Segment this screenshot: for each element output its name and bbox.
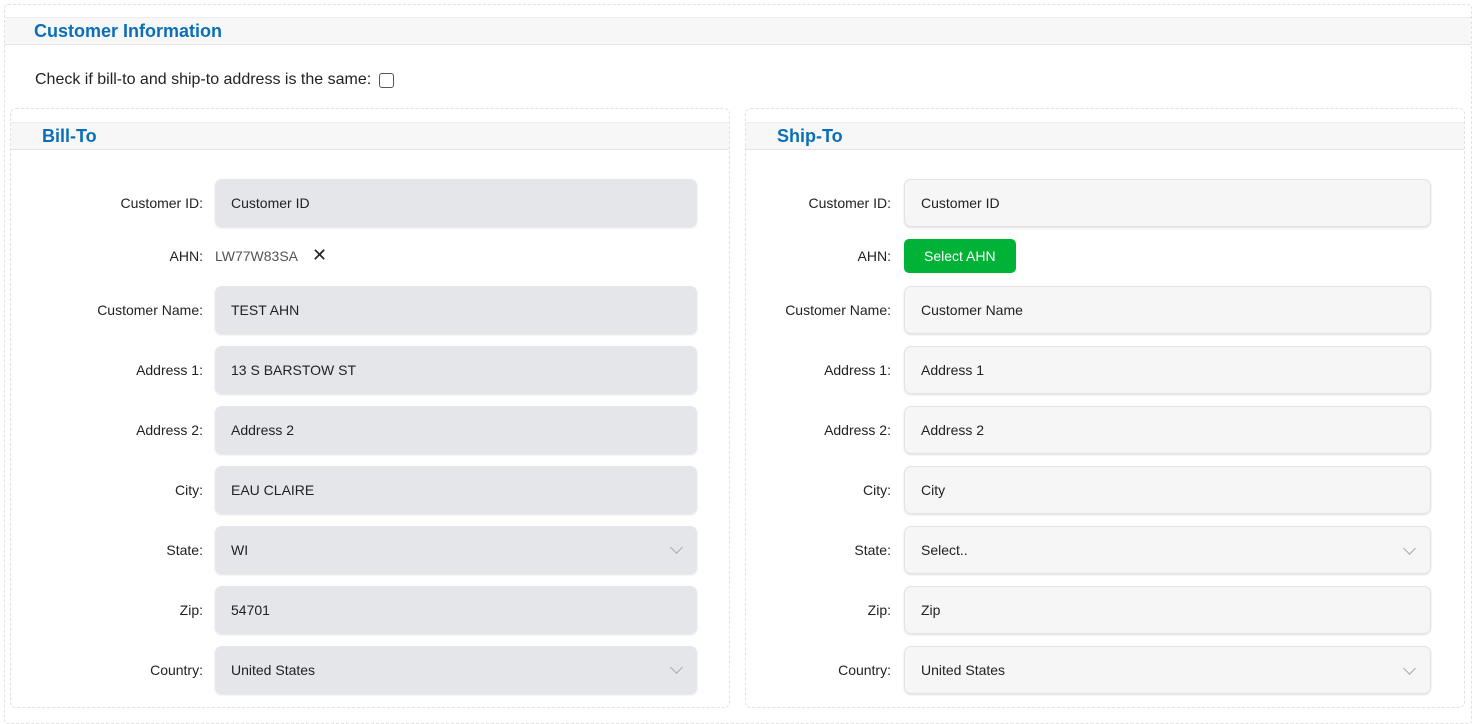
- same-address-row: Check if bill-to and ship-to address is …: [35, 71, 395, 89]
- label: City:: [863, 482, 891, 498]
- bill-country-select[interactable]: United States: [215, 646, 697, 694]
- ship-country-value: United States: [921, 662, 1006, 678]
- label: Address 1:: [824, 362, 891, 378]
- label: Country:: [150, 662, 203, 678]
- ship-to-panel: Ship-To Customer ID: Customer ID AHN: Sele…: [745, 108, 1465, 708]
- chevron-down-icon: [1403, 542, 1416, 555]
- bill-zip-input[interactable]: 54701: [215, 586, 697, 634]
- ship-zip-input[interactable]: Zip: [904, 586, 1431, 634]
- bill-country-value: United States: [231, 662, 316, 678]
- bill-customer-name-input[interactable]: TEST AHN: [215, 286, 697, 334]
- label: State:: [166, 542, 203, 558]
- same-address-checkbox[interactable]: [379, 72, 395, 88]
- chevron-down-icon: [670, 661, 683, 674]
- label: AHN:: [857, 248, 891, 264]
- ship-state-select[interactable]: Select..: [904, 526, 1431, 574]
- bill-state-select[interactable]: WI: [215, 526, 697, 574]
- label: Address 2:: [136, 422, 203, 438]
- label: Customer Name:: [785, 302, 891, 318]
- ship-state-value: Select..: [921, 542, 968, 558]
- section-title: Customer Information: [5, 17, 1471, 45]
- bill-ahn-value: LW77W83SA: [215, 247, 298, 264]
- bill-to-panel: Bill-To Customer ID: Customer ID AHN: LW77…: [10, 108, 730, 708]
- label: Address 1:: [136, 362, 203, 378]
- ship-country-select[interactable]: United States: [904, 646, 1431, 694]
- ship-city-input[interactable]: City: [904, 466, 1431, 514]
- ship-customer-name-input[interactable]: Customer Name: [904, 286, 1431, 334]
- label: Customer ID:: [120, 195, 203, 211]
- label: Address 2:: [824, 422, 891, 438]
- label: State:: [854, 542, 891, 558]
- label: Zip:: [179, 602, 203, 618]
- ship-customer-id-input[interactable]: Customer ID: [904, 179, 1431, 227]
- same-address-label: Check if bill-to and ship-to address is …: [35, 71, 372, 88]
- ship-address1-input[interactable]: Address 1: [904, 346, 1431, 394]
- bill-state-value: WI: [231, 542, 249, 558]
- ship-address2-input[interactable]: Address 2: [904, 406, 1431, 454]
- label: Customer ID:: [808, 195, 891, 211]
- bill-address1-input[interactable]: 13 S BARSTOW ST: [215, 346, 697, 394]
- clear-ahn-icon[interactable]: ✕: [312, 245, 328, 265]
- select-ahn-button[interactable]: Select AHN: [904, 239, 1016, 273]
- bill-city-input[interactable]: EAU CLAIRE: [215, 466, 697, 514]
- label: Country:: [838, 662, 891, 678]
- label: Customer Name:: [97, 302, 203, 318]
- chevron-down-icon: [1403, 662, 1416, 675]
- customer-information-section: Customer Information Check if bill-to an…: [4, 4, 1472, 724]
- bill-address2-input[interactable]: Address 2: [215, 406, 697, 454]
- label: City:: [175, 482, 203, 498]
- label: AHN:: [169, 247, 203, 264]
- chevron-down-icon: [670, 541, 683, 554]
- bill-to-title: Bill-To: [11, 122, 729, 150]
- label: Zip:: [867, 602, 891, 618]
- bill-customer-id-input[interactable]: Customer ID: [215, 179, 697, 227]
- ship-to-title: Ship-To: [746, 122, 1464, 150]
